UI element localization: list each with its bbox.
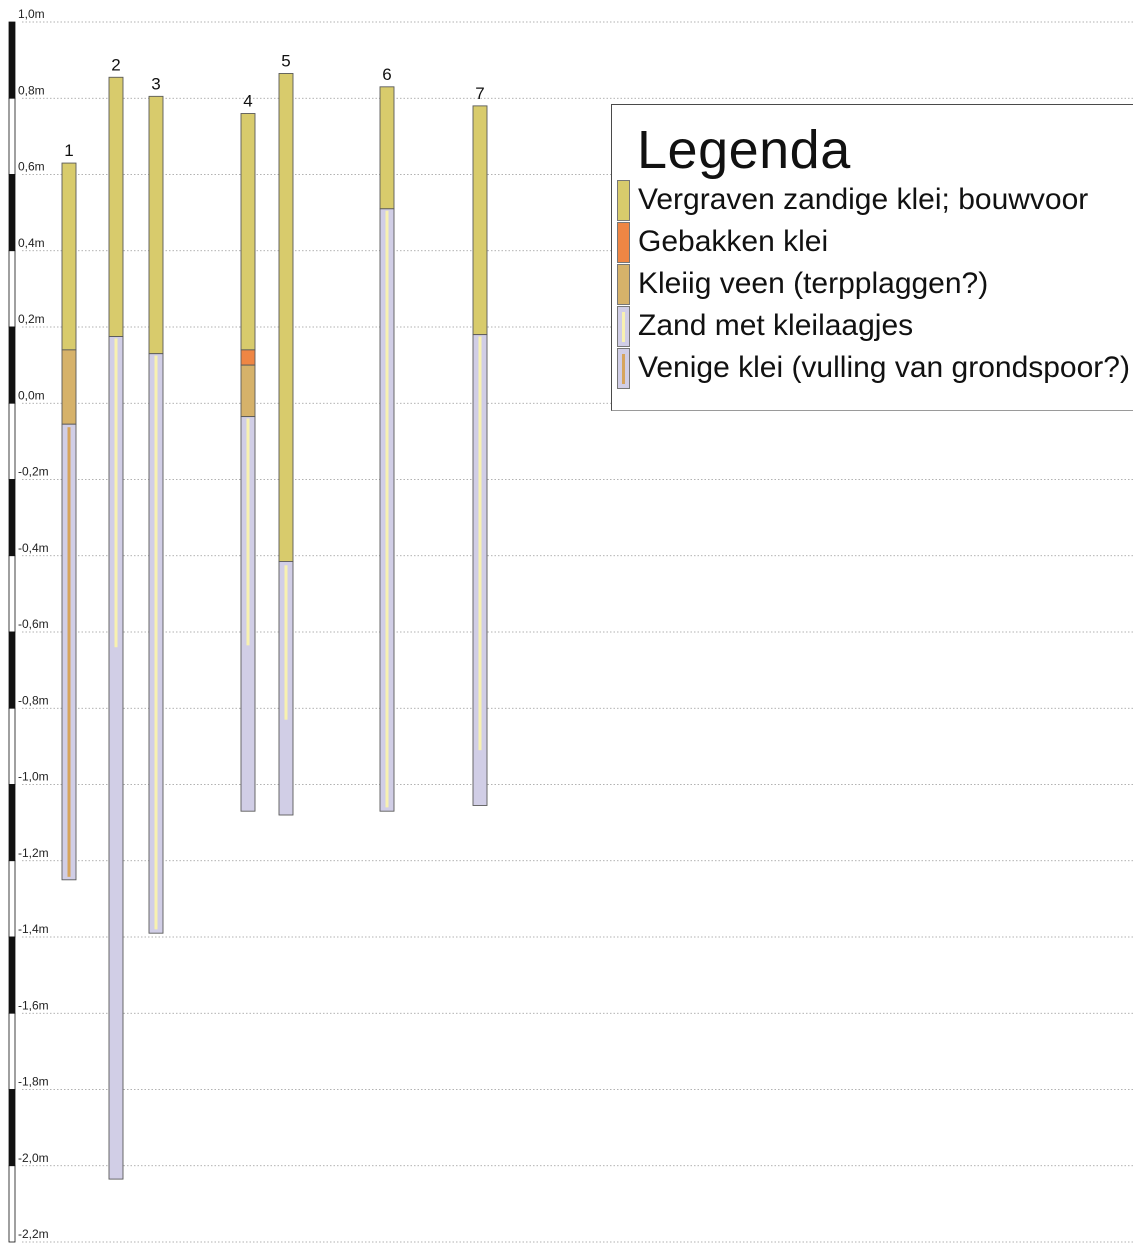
swatch-stripe	[622, 354, 625, 384]
tick-label: 1,0m	[18, 7, 45, 21]
depth-scale-segment	[8, 402, 16, 480]
legend-title: Legenda	[637, 120, 851, 180]
kleilaagjes-stripe	[385, 210, 389, 808]
tick-label: 0,8m	[18, 83, 45, 97]
tick-label: -0,8m	[18, 693, 49, 707]
boring-number-label: 5	[281, 51, 290, 70]
depth-scale-segment	[8, 707, 16, 785]
tick-label: -0,4m	[18, 541, 49, 555]
swatch-kleiig-veen	[617, 264, 630, 305]
tick-label: -2,2m	[18, 1227, 49, 1241]
tick-label: -1,4m	[18, 922, 49, 936]
tick-label: -0,2m	[18, 465, 49, 479]
depth-scale-segment	[8, 936, 16, 1014]
legend-label: Gebakken klei	[638, 225, 829, 258]
tick-label: -1,2m	[18, 846, 49, 860]
depth-scale-segment	[8, 1012, 16, 1090]
kleilaagjes-stripe	[154, 355, 158, 930]
kleilaagjes-stripe	[246, 418, 250, 646]
depth-scale-segment	[8, 555, 16, 633]
tick-label: -1,8m	[18, 1075, 49, 1089]
depth-scale-segment	[8, 1089, 16, 1167]
tick-label: -0,6m	[18, 617, 49, 631]
depth-scale-segment	[8, 860, 16, 938]
borings: 1 2 3 4 5 6 7	[61, 51, 488, 1180]
swatch-vergraven	[617, 180, 630, 221]
layer-kleiig-veen	[61, 349, 77, 425]
boring-6: 6	[379, 65, 395, 812]
legend-item-zand: Zand met kleilaagjes	[617, 306, 1133, 348]
swatch-stripe	[622, 312, 625, 342]
boring-number-label: 4	[243, 92, 252, 111]
depth-scale-segment	[8, 479, 16, 557]
depth-scale-segment	[8, 326, 16, 404]
legend-label: Kleiig veen (terpplaggen?)	[638, 267, 989, 300]
boring-3: 3	[148, 74, 164, 934]
layer-zand	[108, 336, 124, 1180]
boring-number-label: 7	[475, 84, 484, 103]
boring-5: 5	[278, 51, 294, 816]
boring-number-label: 1	[64, 141, 73, 160]
tick-label: 0,0m	[18, 388, 45, 402]
layer-vergraven	[472, 105, 488, 336]
layer-vergraven	[148, 95, 164, 355]
depth-scale-segment	[8, 97, 16, 175]
tick-label: 0,6m	[18, 160, 45, 174]
layer-kleiig-veen	[240, 364, 256, 418]
legend-label: Venige klei (vulling van grondspoor?)	[638, 351, 1130, 384]
legend-label: Zand met kleilaagjes	[638, 309, 914, 342]
legend-item-venige-klei: Venige klei (vulling van grondspoor?)	[617, 348, 1133, 390]
legend-item-vergraven: Vergraven zandige klei; bouwvoor	[617, 180, 1133, 222]
swatch-venige-klei	[617, 348, 630, 389]
layer-vergraven	[379, 86, 395, 210]
swatch-zand	[617, 306, 630, 347]
layer-vergraven	[278, 73, 294, 562]
layer-vergraven	[240, 113, 256, 351]
layer-gebakken	[240, 349, 256, 366]
depth-tick-labels: 1,0m 0,8m 0,6m 0,4m 0,2m 0,0m -0,2m -0,4m -0,6m -…	[18, 7, 49, 1241]
legend-items: Vergraven zandige klei; bouwvoor Gebakke…	[617, 180, 1133, 390]
depth-scale-segment	[8, 250, 16, 328]
venige-klei-stripe	[67, 427, 71, 877]
depth-scale-segment	[8, 784, 16, 862]
tick-label: 0,4m	[18, 236, 45, 250]
legend: Legenda Vergraven zandige klei; bouwvoor…	[611, 104, 1133, 411]
legend-item-gebakken: Gebakken klei	[617, 222, 1133, 264]
boring-number-label: 2	[111, 55, 120, 74]
tick-label: -2,0m	[18, 1151, 49, 1165]
layer-vergraven	[61, 162, 77, 351]
boring-4: 4	[240, 92, 256, 812]
kleilaagjes-stripe	[478, 336, 482, 751]
depth-scale-segment	[8, 631, 16, 709]
depth-axis	[8, 21, 16, 1243]
layer-vergraven	[108, 76, 124, 337]
depth-scale-segment	[8, 174, 16, 252]
tick-label: 0,2m	[18, 312, 45, 326]
depth-scale-segment	[8, 1165, 16, 1243]
depth-scale-segment	[8, 21, 16, 99]
boring-2: 2	[108, 55, 124, 1180]
legend-item-kleiig-veen: Kleiig veen (terpplaggen?)	[617, 264, 1133, 306]
kleilaagjes-stripe	[114, 338, 118, 648]
boring-number-label: 3	[151, 74, 160, 93]
boring-1: 1	[61, 141, 77, 881]
legend-label: Vergraven zandige klei; bouwvoor	[638, 183, 1089, 216]
boring-number-label: 6	[382, 65, 391, 84]
kleilaagjes-stripe	[284, 565, 288, 720]
boring-7: 7	[472, 84, 488, 806]
tick-label: -1,0m	[18, 770, 49, 784]
swatch-gebakken	[617, 222, 630, 263]
tick-label: -1,6m	[18, 998, 49, 1012]
